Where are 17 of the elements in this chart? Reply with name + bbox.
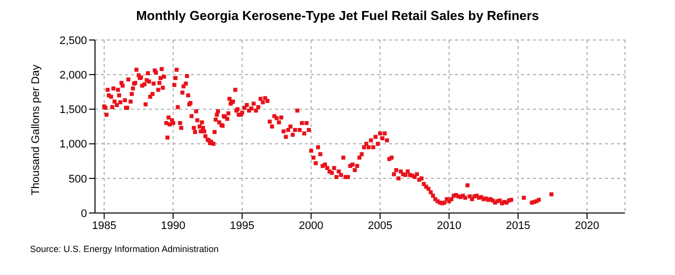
y-tick-label: 500	[68, 173, 87, 186]
x-tick-label: 1990	[160, 220, 186, 232]
x-tick-label: 2005	[368, 220, 392, 232]
x-tick-label: 2010	[436, 220, 462, 232]
x-tick-label: 2000	[298, 220, 324, 232]
x-tick-label: 2015	[506, 220, 530, 232]
x-tick-label: 1995	[230, 220, 254, 232]
chart-title: Monthly Georgia Kerosene-Type Jet Fuel Retail Sales by Refiners	[135, 8, 540, 23]
y-tick-label: 2,500	[59, 34, 87, 47]
y-tick-label: 1,000	[59, 138, 87, 151]
y-tick-label: 1,500	[59, 104, 87, 116]
y-tick-label: 0	[80, 208, 87, 220]
y-axis-title: Thousand Gallons per Day	[30, 64, 42, 196]
source-note: Source: U.S. Energy Information Administration	[30, 244, 219, 254]
y-tick-label: 2,000	[59, 70, 87, 82]
x-tick-label: 1985	[92, 220, 116, 232]
x-tick-label: 2020	[574, 220, 600, 232]
